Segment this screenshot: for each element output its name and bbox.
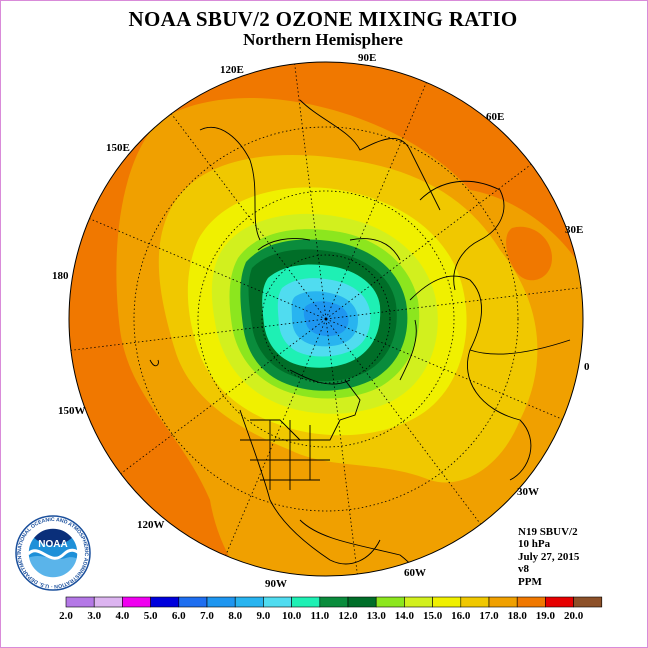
- colorbar-labels: 2.0 3.0 4.0 5.0 6.0 7.0 8.0 9.0 10.0 11.0 12.0 13.0…: [59, 610, 584, 622]
- colorbar-tick-label: 13.0: [367, 610, 387, 622]
- colorbar-boxes: [65, 596, 603, 608]
- lon-label-60W: 60W: [404, 567, 426, 579]
- colorbar-box: [178, 596, 208, 608]
- map-subtitle: Northern Hemisphere: [243, 30, 403, 49]
- field-patch-north: [422, 100, 520, 190]
- lon-label-30E: 30E: [565, 224, 583, 236]
- colorbar-box: [122, 596, 151, 608]
- coastlines: [149, 99, 571, 576]
- colorbar-box: [319, 596, 349, 608]
- lon-label-150E: 150E: [106, 142, 130, 154]
- colorbar-tick-label: 17.0: [479, 610, 499, 622]
- colorbar-box: [291, 596, 321, 608]
- colorbar-tick-label: 18.0: [508, 610, 528, 622]
- info-block: N19 SBUV/2 10 hPa July 27, 2015 v8 PPM: [518, 526, 579, 588]
- colorbar-tick-label: 4.0: [116, 610, 130, 622]
- info-units: PPM: [518, 575, 542, 588]
- colorbar-box: [347, 596, 377, 608]
- longitude-labels: 90E 60E 30E 0 30W 60W 90W 120W 150W 180 …: [52, 52, 590, 590]
- lon-label-30W: 30W: [517, 486, 539, 498]
- meridian-line: [325, 164, 532, 320]
- meridian-line: [89, 218, 327, 320]
- info-date: July 27, 2015: [518, 550, 580, 563]
- meridian-line: [171, 113, 327, 320]
- noaa-logo: NATIONAL OCEANIC AND ATMOSPHERIC ADMINIS…: [14, 514, 91, 591]
- info-version: v8: [518, 563, 529, 576]
- lon-label-180: 180: [52, 270, 69, 282]
- colorbar-tick-label: 9.0: [257, 610, 271, 622]
- map-boundary: [68, 61, 584, 577]
- colorbar-tick-label: 7.0: [200, 610, 214, 622]
- colorbar-tick-label: 19.0: [536, 610, 556, 622]
- meridian-line: [294, 63, 327, 320]
- lon-label-0: 0: [584, 361, 590, 373]
- colorbar-box: [404, 596, 433, 608]
- colorbar-tick-label: 6.0: [172, 610, 186, 622]
- colorbar-tick-label: 20.0: [564, 610, 584, 622]
- colorbar-tick-label: 2.0: [59, 610, 73, 622]
- colorbar-box: [573, 596, 603, 608]
- latitude-circle-50: [197, 190, 455, 448]
- colorbar-box: [150, 596, 180, 608]
- logo-text: NOAA: [38, 539, 67, 550]
- colorbar-box: [93, 596, 123, 608]
- colorbar-tick-label: 16.0: [451, 610, 471, 622]
- meridian-line: [120, 318, 327, 474]
- colorbar-tick-label: 11.0: [310, 610, 329, 622]
- map-title: NOAA SBUV/2 OZONE MIXING RATIO: [128, 7, 518, 31]
- graticule: [70, 63, 582, 575]
- colorbar-tick-label: 8.0: [228, 610, 242, 622]
- meridian-line: [325, 318, 358, 575]
- meridian-line: [70, 318, 327, 351]
- latitude-circle-70: [261, 254, 391, 384]
- colorbar-box: [375, 596, 405, 608]
- colorbar-box: [516, 596, 546, 608]
- colorbar-box: [545, 596, 574, 608]
- colorbar-box: [488, 596, 518, 608]
- latitude-circle-30: [133, 126, 519, 512]
- meridian-line: [225, 318, 327, 556]
- colorbar-tick-label: 14.0: [395, 610, 415, 622]
- lon-label-90W: 90W: [265, 578, 287, 590]
- colorbar-tick-label: 5.0: [144, 610, 158, 622]
- meridian-line: [325, 318, 563, 420]
- colorbar-tick-label: 10.0: [282, 610, 302, 622]
- colorbar-box: [263, 596, 292, 608]
- colorbar-box: [206, 596, 236, 608]
- colorbar-box: [460, 596, 490, 608]
- lon-label-60E: 60E: [486, 111, 504, 123]
- lon-label-120E: 120E: [220, 64, 244, 76]
- meridian-line: [325, 287, 582, 320]
- lon-label-90E: 90E: [358, 52, 376, 64]
- colorbar-box: [432, 596, 462, 608]
- info-instrument: N19 SBUV/2: [518, 526, 578, 538]
- colorbar-box: [65, 596, 95, 608]
- meridian-line: [325, 82, 427, 320]
- field-patch-east: [506, 226, 552, 281]
- colorbar-tick-label: 15.0: [423, 610, 443, 622]
- lon-label-150W: 150W: [58, 405, 86, 417]
- ozone-field: [69, 62, 583, 576]
- colorbar-tick-label: 12.0: [338, 610, 358, 622]
- colorbar-box: [234, 596, 264, 608]
- meridian-line: [325, 318, 481, 525]
- colorbar-tick-label: 3.0: [87, 610, 101, 622]
- info-level: 10 hPa: [518, 538, 551, 551]
- lon-label-120W: 120W: [137, 519, 165, 531]
